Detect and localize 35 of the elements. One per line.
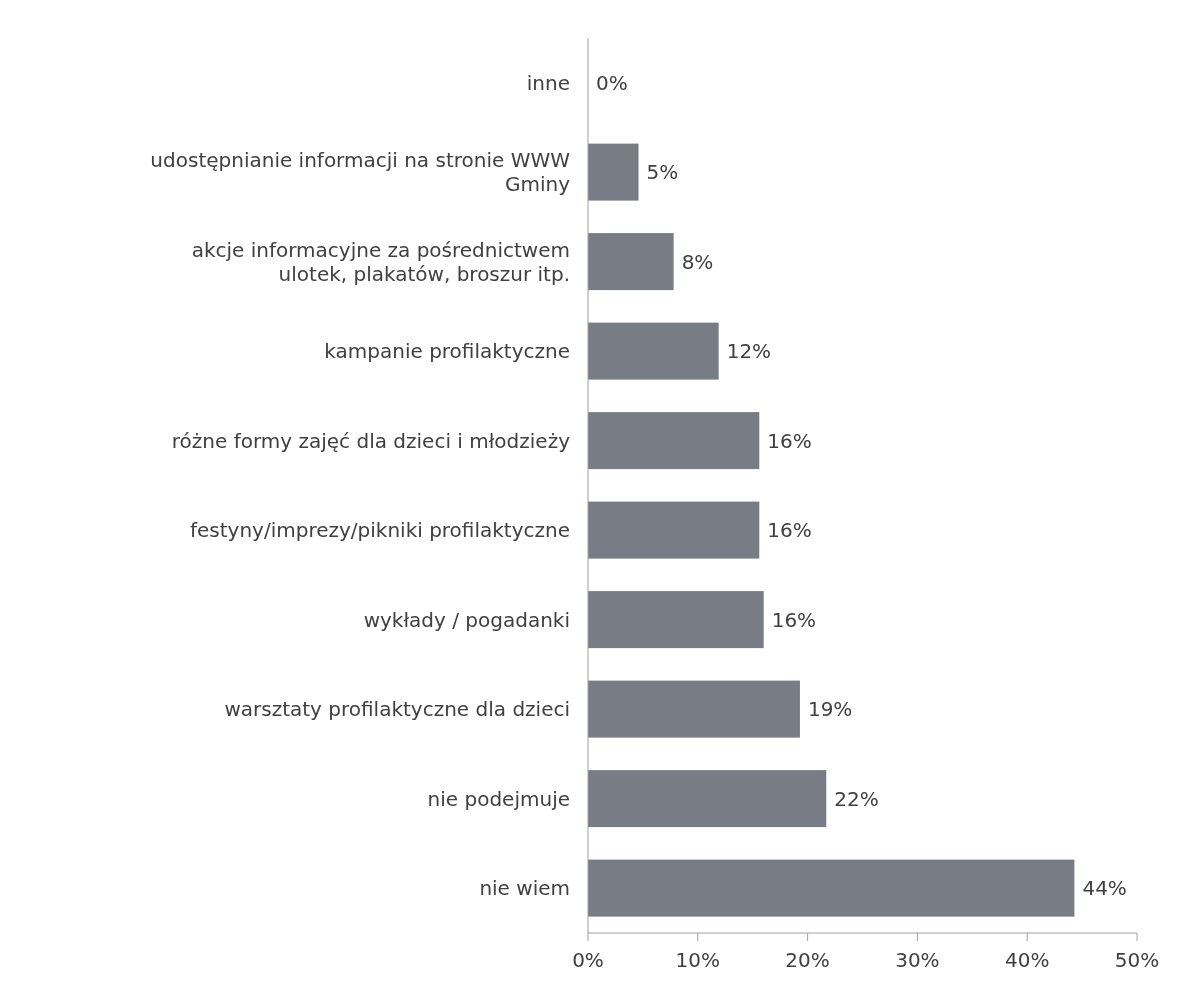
bar bbox=[588, 412, 760, 470]
x-tick-label: 20% bbox=[785, 948, 830, 973]
y-tick-label: kampanie profilaktyczne bbox=[324, 339, 570, 364]
y-tick-label: festyny/imprezy/pikniki profilaktyczne bbox=[189, 518, 570, 543]
y-tick-label: nie wiem bbox=[479, 876, 570, 901]
y-tick-label: wykłady / pogadanki bbox=[363, 607, 570, 632]
x-tick-label: 0% bbox=[572, 948, 604, 973]
data-label: 0% bbox=[596, 70, 628, 95]
data-label: 16% bbox=[767, 518, 812, 543]
data-label: 12% bbox=[726, 339, 772, 364]
data-label: 19% bbox=[807, 697, 853, 722]
x-tick-label: 50% bbox=[1114, 948, 1160, 973]
data-label: 16% bbox=[771, 607, 817, 632]
y-tick-label: inne bbox=[526, 70, 570, 95]
bar bbox=[588, 859, 1075, 917]
data-label: 5% bbox=[646, 160, 679, 185]
data-label: 44% bbox=[1082, 876, 1127, 901]
bar bbox=[588, 143, 639, 201]
bar bbox=[588, 322, 719, 380]
data-label: 16% bbox=[767, 428, 812, 453]
y-tick-label: akcje informacyjne za pośrednictwem ulotek, plakatów, broszur itp. bbox=[191, 237, 570, 286]
y-tick-label: warsztaty profilaktyczne dla dzieci bbox=[224, 697, 570, 722]
y-tick-label: różne formy zajęć dla dzieci i młodzieży bbox=[171, 428, 571, 453]
y-tick-label: nie podejmuje bbox=[427, 786, 570, 811]
bar bbox=[588, 591, 764, 649]
bar bbox=[588, 770, 827, 828]
x-tick-label: 10% bbox=[675, 948, 721, 973]
data-label: 22% bbox=[834, 786, 879, 811]
x-tick-label: 30% bbox=[895, 948, 940, 973]
x-tick-label: 40% bbox=[1004, 948, 1050, 973]
bar bbox=[588, 501, 760, 559]
y-tick-label: udostępnianie informacji na stronie WWW Gminy bbox=[150, 148, 571, 197]
data-label: 8% bbox=[681, 249, 714, 274]
bar bbox=[588, 680, 800, 738]
bar bbox=[588, 233, 674, 291]
